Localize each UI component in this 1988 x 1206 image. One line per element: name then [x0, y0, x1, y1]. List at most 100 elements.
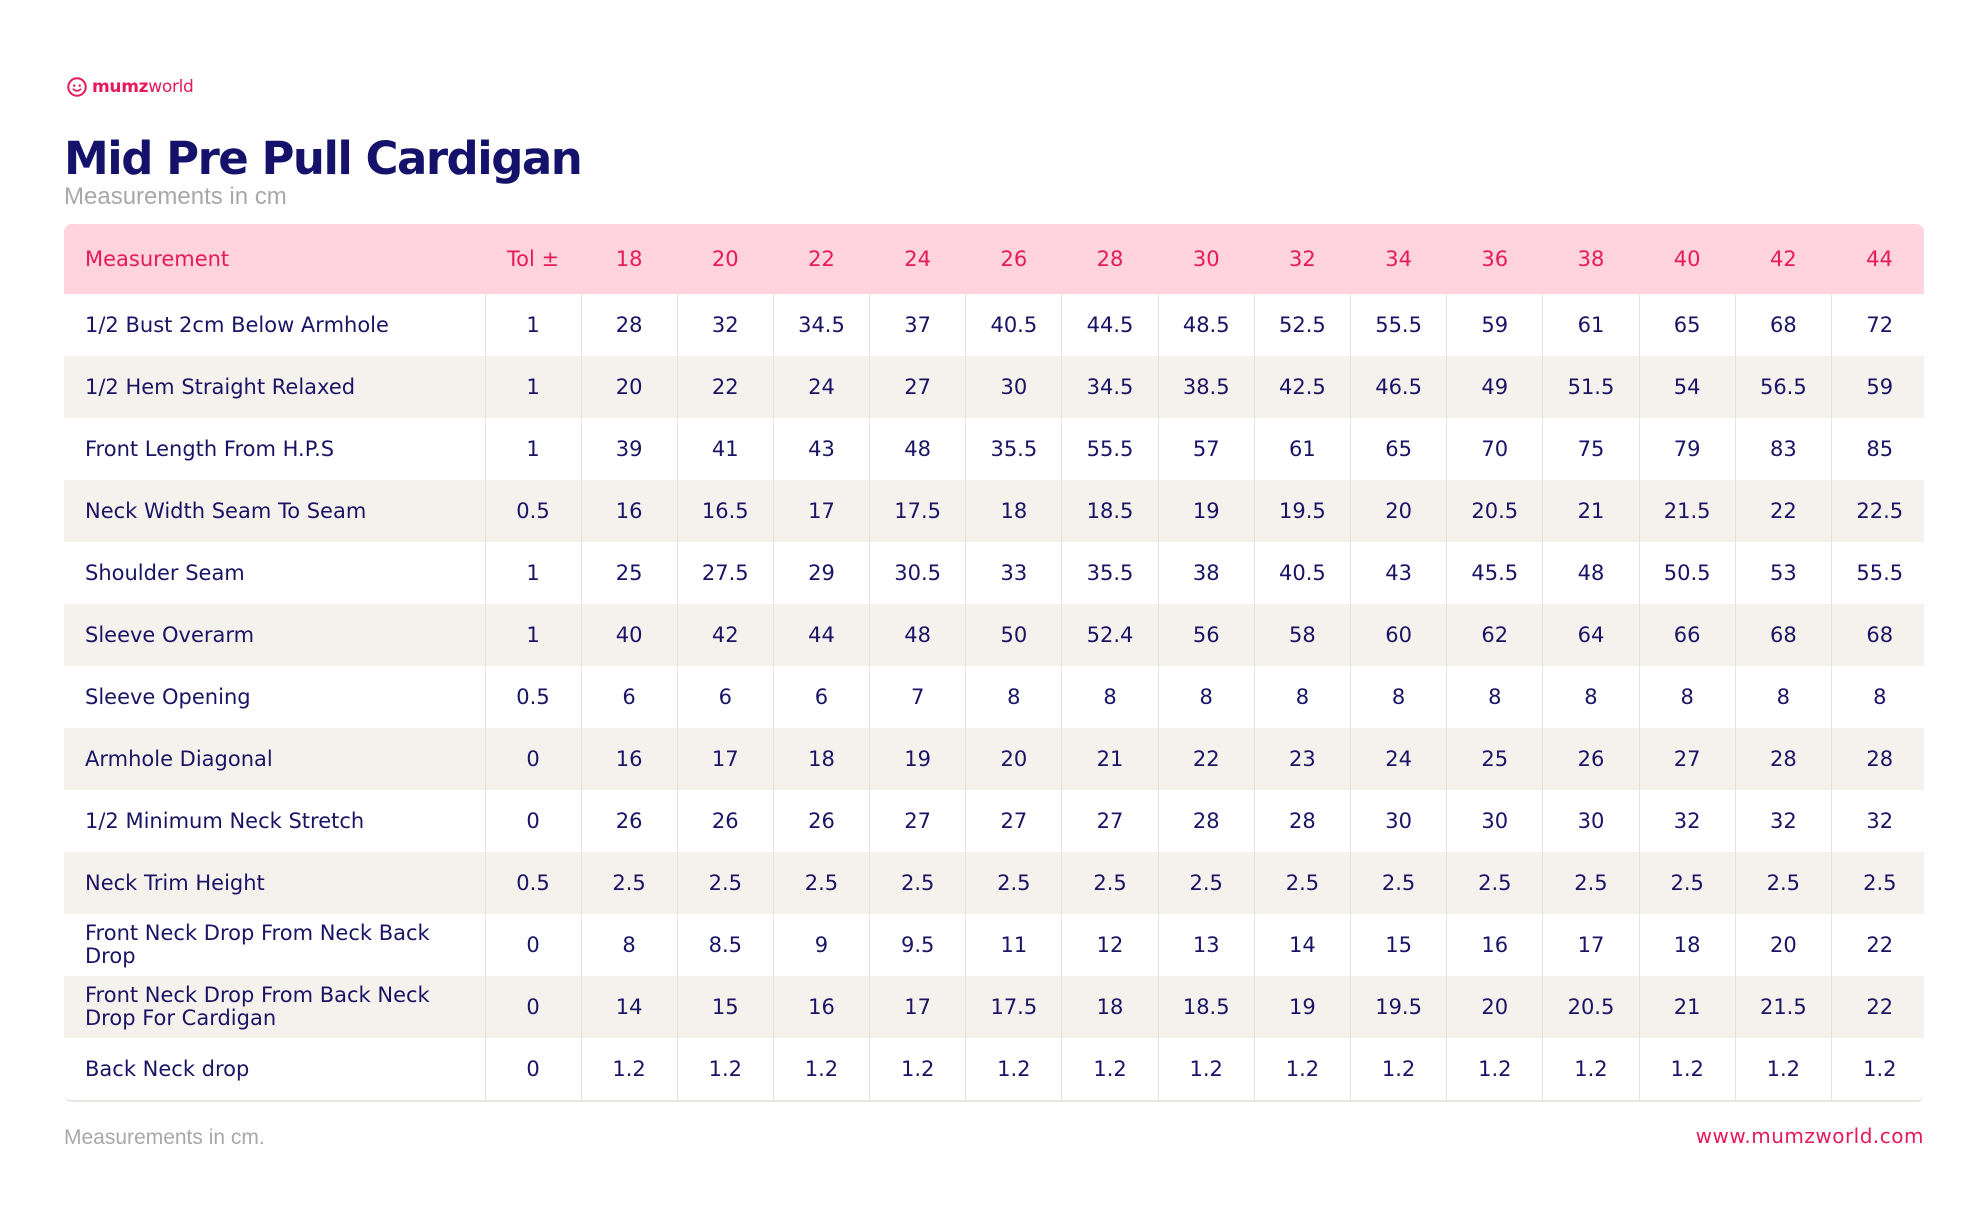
- tolerance-cell: 1: [484, 542, 581, 604]
- size-value-cell: 1.2: [1638, 1038, 1736, 1100]
- size-value-cell: 1.2: [1734, 1038, 1832, 1100]
- size-value-cell: 22.5: [1830, 480, 1924, 542]
- size-value-cell: 1.2: [580, 1038, 678, 1100]
- size-value-cell: 22: [1830, 914, 1924, 976]
- size-value-cell: 21: [1542, 480, 1640, 542]
- size-value-cell: 15: [1349, 914, 1447, 976]
- size-value-cell: 65: [1638, 294, 1736, 356]
- size-value-cell: 8: [965, 666, 1062, 728]
- size-value-cell: 19.5: [1253, 480, 1351, 542]
- size-value-cell: 1.2: [1446, 1038, 1543, 1100]
- size-value-cell: 1.2: [1061, 1038, 1159, 1100]
- size-value-cell: 26: [772, 790, 870, 852]
- measurement-name-cell: Shoulder Seam: [85, 560, 245, 585]
- size-value-cell: 13: [1157, 914, 1255, 976]
- size-value-cell: 28: [1157, 790, 1255, 852]
- table-row: Front Neck Drop From Neck Back Drop 0 8 8.5…: [64, 914, 1924, 976]
- size-value-cell: 14: [580, 976, 678, 1038]
- brand-logo: mumzworld: [66, 76, 194, 98]
- size-value-cell: 16: [772, 976, 870, 1038]
- size-value-cell: 44: [772, 604, 870, 666]
- size-value-cell: 17: [1542, 914, 1640, 976]
- size-value-cell: 20.5: [1542, 976, 1640, 1038]
- size-value-cell: 8: [1061, 666, 1159, 728]
- size-value-cell: 27.5: [676, 542, 774, 604]
- size-value-cell: 2.5: [1734, 852, 1832, 914]
- size-value-cell: 27: [1638, 728, 1736, 790]
- size-value-cell: 60: [1349, 604, 1447, 666]
- size-value-cell: 39: [580, 418, 678, 480]
- size-value-cell: 2.5: [869, 852, 966, 914]
- size-value-cell: 40.5: [965, 294, 1062, 356]
- size-value-cell: 30.5: [869, 542, 966, 604]
- measurement-name-cell: 1/2 Minimum Neck Stretch: [85, 808, 365, 833]
- size-value-cell: 8: [1638, 666, 1736, 728]
- size-value-cell: 2.5: [1446, 852, 1543, 914]
- size-value-cell: 83: [1734, 418, 1832, 480]
- header-size-38: 38: [1542, 224, 1640, 294]
- size-value-cell: 22: [1734, 480, 1832, 542]
- table-header-row: Measurement Tol ±18 20 22 24 26 28 30 32 34 36 38 40…: [64, 224, 1924, 294]
- size-value-cell: 61: [1542, 294, 1640, 356]
- size-value-cell: 20: [1349, 480, 1447, 542]
- header-size-34: 34: [1350, 224, 1447, 294]
- size-value-cell: 8: [1446, 666, 1543, 728]
- size-value-cell: 28: [1734, 728, 1832, 790]
- size-value-cell: 29: [772, 542, 870, 604]
- size-value-cell: 68: [1734, 294, 1832, 356]
- size-value-cell: 6: [772, 666, 870, 728]
- size-value-cell: 19: [1157, 480, 1255, 542]
- size-value-cell: 43: [1349, 542, 1447, 604]
- size-value-cell: 2.5: [965, 852, 1062, 914]
- header-size-42: 42: [1735, 224, 1832, 294]
- size-value-cell: 14: [1253, 914, 1351, 976]
- size-value-cell: 22: [676, 356, 774, 418]
- size-value-cell: 18.5: [1061, 480, 1159, 542]
- size-value-cell: 1.2: [965, 1038, 1062, 1100]
- tolerance-cell: 0.5: [484, 852, 581, 914]
- size-value-cell: 8.5: [676, 914, 774, 976]
- size-value-cell: 68: [1734, 604, 1832, 666]
- size-value-cell: 79: [1638, 418, 1736, 480]
- table-row: Sleeve Overarm 1 40 42 44 48 50 52.4 56 58 60 62 64 6…: [64, 604, 1924, 666]
- size-value-cell: 58: [1253, 604, 1351, 666]
- measurement-name-cell: Front Length From H.P.S: [85, 436, 335, 461]
- size-value-cell: 19: [1253, 976, 1351, 1038]
- size-value-cell: 25: [1446, 728, 1543, 790]
- size-value-cell: 17.5: [869, 480, 966, 542]
- size-value-cell: 41: [676, 418, 774, 480]
- measurement-name-cell: Neck Trim Height: [85, 870, 265, 895]
- size-value-cell: 43: [772, 418, 870, 480]
- size-value-cell: 26: [580, 790, 678, 852]
- size-value-cell: 25: [580, 542, 678, 604]
- size-value-cell: 52.5: [1253, 294, 1351, 356]
- size-value-cell: 45.5: [1446, 542, 1543, 604]
- size-value-cell: 1.2: [1349, 1038, 1447, 1100]
- size-value-cell: 49: [1446, 356, 1543, 418]
- size-value-cell: 56.5: [1734, 356, 1832, 418]
- size-value-cell: 28: [1830, 728, 1924, 790]
- table-row: Back Neck drop 0 1.2 1.2 1.2 1.2 1.2 1.2 1.2 1.2 1…: [64, 1038, 1924, 1100]
- size-value-cell: 20: [1446, 976, 1543, 1038]
- size-value-cell: 24: [1349, 728, 1447, 790]
- size-value-cell: 8: [1734, 666, 1832, 728]
- size-value-cell: 30: [1446, 790, 1543, 852]
- size-value-cell: 18: [965, 480, 1062, 542]
- measurement-name-cell: Front Neck Drop From Back Neck Drop For …: [85, 983, 430, 1030]
- table-row: 1/2 Bust 2cm Below Armhole 1 28 32 34.5 37 40.…: [64, 294, 1924, 356]
- size-value-cell: 55.5: [1830, 542, 1924, 604]
- size-value-cell: 34.5: [1061, 356, 1159, 418]
- footer-url-link[interactable]: www.mumzworld.com: [1695, 1124, 1924, 1148]
- size-value-cell: 26: [1542, 728, 1640, 790]
- size-chart-table: Measurement Tol ±18 20 22 24 26 28 30 32 34 36 38 40…: [64, 224, 1924, 1102]
- size-value-cell: 21.5: [1638, 480, 1736, 542]
- size-value-cell: 53: [1734, 542, 1832, 604]
- tolerance-cell: 0: [484, 914, 581, 976]
- size-value-cell: 8: [1830, 666, 1924, 728]
- size-value-cell: 17.5: [965, 976, 1062, 1038]
- size-value-cell: 27: [869, 356, 966, 418]
- size-value-cell: 51.5: [1542, 356, 1640, 418]
- size-value-cell: 17: [869, 976, 966, 1038]
- size-value-cell: 16: [580, 728, 678, 790]
- tolerance-cell: 1: [484, 356, 581, 418]
